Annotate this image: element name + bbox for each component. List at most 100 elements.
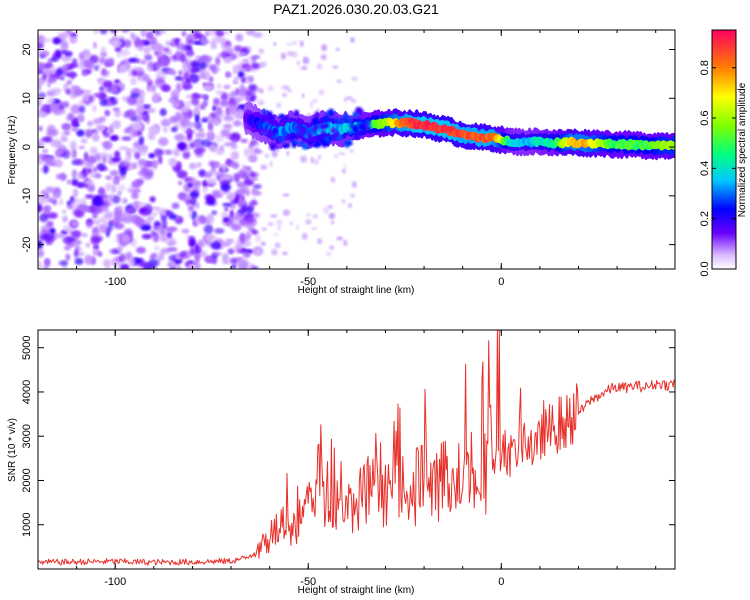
- noise-blob: [248, 172, 259, 178]
- noise-blob: [76, 173, 84, 180]
- noise-blob: [305, 219, 312, 225]
- noise-blob: [219, 99, 229, 108]
- noise-blob: [86, 155, 97, 161]
- noise-blob: [42, 265, 50, 269]
- noise-blob: [92, 236, 104, 242]
- noise-blob: [187, 205, 195, 212]
- ridge-cell: [301, 144, 310, 150]
- noise-blob: [42, 73, 47, 81]
- noise-blob: [47, 58, 52, 68]
- noise-blob: [113, 222, 125, 230]
- noise-blob: [118, 173, 124, 181]
- noise-blob: [110, 97, 115, 102]
- noise-blob: [85, 167, 93, 174]
- noise-blob: [316, 63, 323, 70]
- noise-blob: [215, 90, 225, 95]
- noise-blob: [255, 235, 261, 243]
- noise-blob: [147, 64, 155, 72]
- noise-blob: [235, 33, 244, 42]
- noise-blob: [45, 186, 55, 194]
- noise-blob: [71, 178, 79, 186]
- noise-blob: [78, 59, 85, 70]
- noise-blob: [46, 220, 54, 228]
- noise-blob: [102, 140, 113, 150]
- noise-blob: [332, 65, 339, 69]
- noise-blob: [251, 176, 259, 181]
- ridge-cell: [269, 142, 277, 151]
- noise-blob: [71, 220, 79, 227]
- noise-blob: [135, 215, 142, 224]
- noise-blob: [174, 133, 185, 142]
- noise-blob: [43, 206, 50, 213]
- noise-blob: [195, 131, 206, 139]
- colorbar-tick-label: 0.4: [699, 161, 711, 176]
- noise-blob: [140, 30, 147, 38]
- noise-blob: [300, 66, 308, 70]
- noise-blob: [58, 260, 69, 266]
- noise-blob: [88, 54, 99, 64]
- noise-blob: [118, 205, 124, 212]
- x-tick-label: -100: [104, 276, 126, 288]
- ridge-cell: [325, 111, 331, 116]
- noise-blob: [100, 46, 107, 56]
- noise-blob: [99, 30, 108, 35]
- noise-blob: [109, 170, 120, 177]
- y-tick-label: -20: [21, 237, 33, 253]
- noise-blob: [39, 50, 50, 57]
- noise-blob: [42, 148, 49, 155]
- noise-blob: [70, 85, 81, 91]
- ridge-cell: [293, 109, 300, 117]
- ridge-cell: [314, 111, 319, 119]
- noise-blob: [166, 226, 178, 232]
- noise-blob: [49, 227, 56, 234]
- noise-blob: [157, 57, 167, 67]
- noise-blob: [134, 258, 143, 264]
- noise-blob: [128, 57, 138, 63]
- noise-blob: [75, 240, 83, 245]
- noise-blob: [208, 64, 216, 71]
- noise-blob: [149, 36, 157, 45]
- noise-blob: [160, 118, 171, 127]
- noise-blob: [186, 127, 192, 134]
- noise-blob: [111, 157, 121, 162]
- noise-blob: [148, 153, 156, 159]
- noise-blob: [99, 224, 109, 234]
- noise-blob: [122, 198, 128, 204]
- ridge-cell: [271, 135, 278, 140]
- x-tick-label: -50: [300, 576, 316, 588]
- noise-blob: [118, 146, 129, 151]
- noise-blob: [188, 58, 192, 68]
- noise-blob: [245, 217, 256, 223]
- ridge-cell: [313, 117, 319, 125]
- noise-blob: [202, 99, 209, 107]
- noise-blob: [154, 245, 160, 251]
- noise-blob: [149, 216, 155, 221]
- noise-blob: [151, 93, 160, 103]
- noise-blob: [53, 158, 63, 168]
- ridge-cell: [262, 109, 267, 115]
- noise-blob: [50, 102, 58, 112]
- noise-blob: [301, 93, 305, 98]
- noise-blob: [72, 188, 79, 198]
- noise-blob: [160, 247, 171, 254]
- noise-blob: [92, 226, 100, 235]
- noise-blob: [54, 49, 62, 60]
- snr-panel: -100 -50 0 1000 2000 3000 4000 5000 Height of s…: [7, 329, 676, 596]
- noise-blob: [41, 194, 50, 200]
- noise-blob: [84, 159, 94, 169]
- y-tick-label: 5000: [21, 335, 33, 359]
- noise-blob: [164, 149, 173, 155]
- noise-blob: [92, 41, 97, 49]
- noise-blob: [126, 208, 136, 213]
- noise-blob: [251, 230, 259, 235]
- noise-blob: [217, 53, 225, 58]
- noise-blob: [84, 128, 93, 138]
- noise-blob: [159, 30, 167, 34]
- noise-blob: [175, 51, 181, 61]
- noise-blob: [209, 113, 217, 118]
- noise-blob: [227, 92, 233, 98]
- noise-blob: [267, 85, 274, 92]
- noise-blob: [102, 155, 107, 164]
